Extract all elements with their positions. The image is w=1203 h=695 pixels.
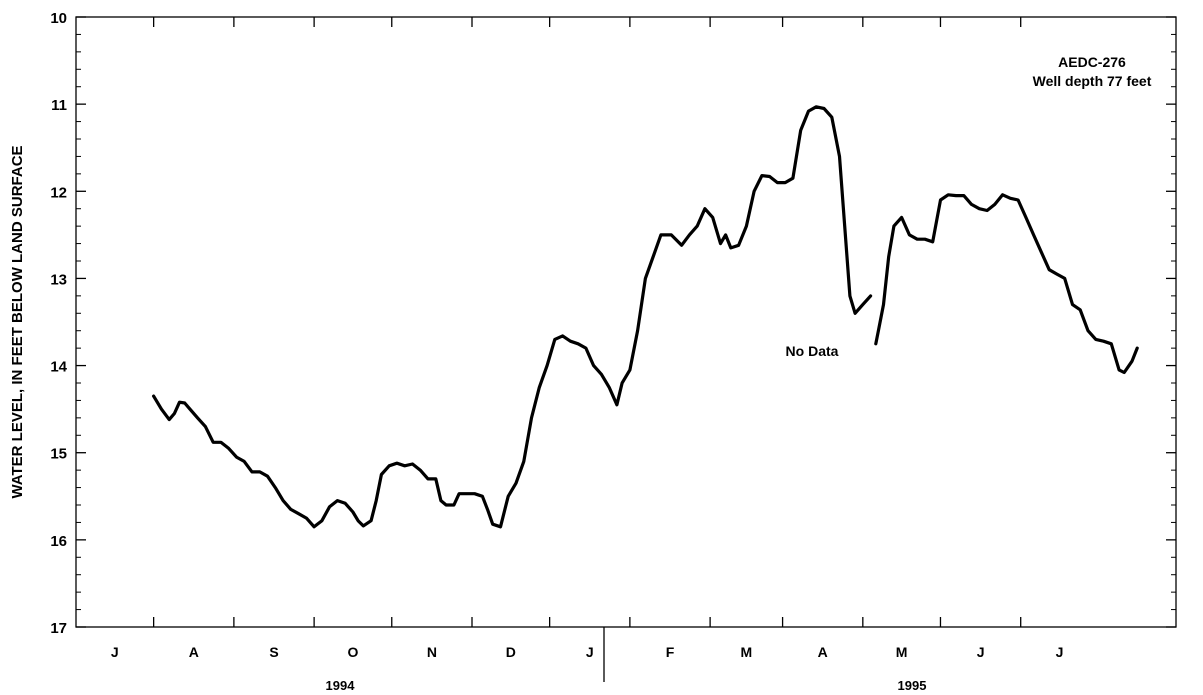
y-tick-label: 13	[50, 271, 67, 288]
no-data-label: No Data	[786, 343, 839, 359]
y-tick-label: 12	[50, 184, 67, 201]
well-depth-label: Well depth 77 feet	[1033, 73, 1152, 89]
x-month-label: J	[977, 644, 985, 660]
x-month-label: J	[111, 644, 119, 660]
x-month-label: N	[427, 644, 437, 660]
x-month-label: A	[818, 644, 828, 660]
x-month-label: J	[586, 644, 594, 660]
series-line-segment-1	[152, 105, 873, 529]
x-month-label: M	[741, 644, 753, 660]
x-month-label: J	[1056, 644, 1064, 660]
series-water-level	[152, 105, 1139, 529]
y-tick-label: 10	[50, 10, 67, 27]
y-axis-tick-labels: 10 11 12 13 14 15 16 17	[50, 10, 67, 637]
y-tick-label: 15	[50, 446, 67, 463]
year-label-1995: 1995	[898, 678, 927, 693]
y-tick-label: 14	[50, 359, 67, 376]
x-month-label: M	[896, 644, 908, 660]
x-month-label: S	[269, 644, 278, 660]
y-tick-label: 16	[50, 533, 67, 550]
y-tick-label: 17	[50, 620, 67, 637]
x-month-label: O	[347, 644, 358, 660]
plot-frame	[75, 16, 1177, 628]
y-axis-label: WATER LEVEL, IN FEET BELOW LAND SURFACE	[9, 145, 26, 498]
x-month-label: D	[506, 644, 516, 660]
y-axis-ticks	[76, 16, 1176, 628]
year-label-1994: 1994	[326, 678, 356, 693]
well-name-label: AEDC-276	[1058, 54, 1126, 70]
x-axis-ticks	[152, 17, 1022, 627]
y-tick-label: 11	[51, 97, 67, 114]
x-month-label: F	[666, 644, 675, 660]
x-month-label: A	[189, 644, 199, 660]
series-line-segment-2	[874, 193, 1139, 375]
